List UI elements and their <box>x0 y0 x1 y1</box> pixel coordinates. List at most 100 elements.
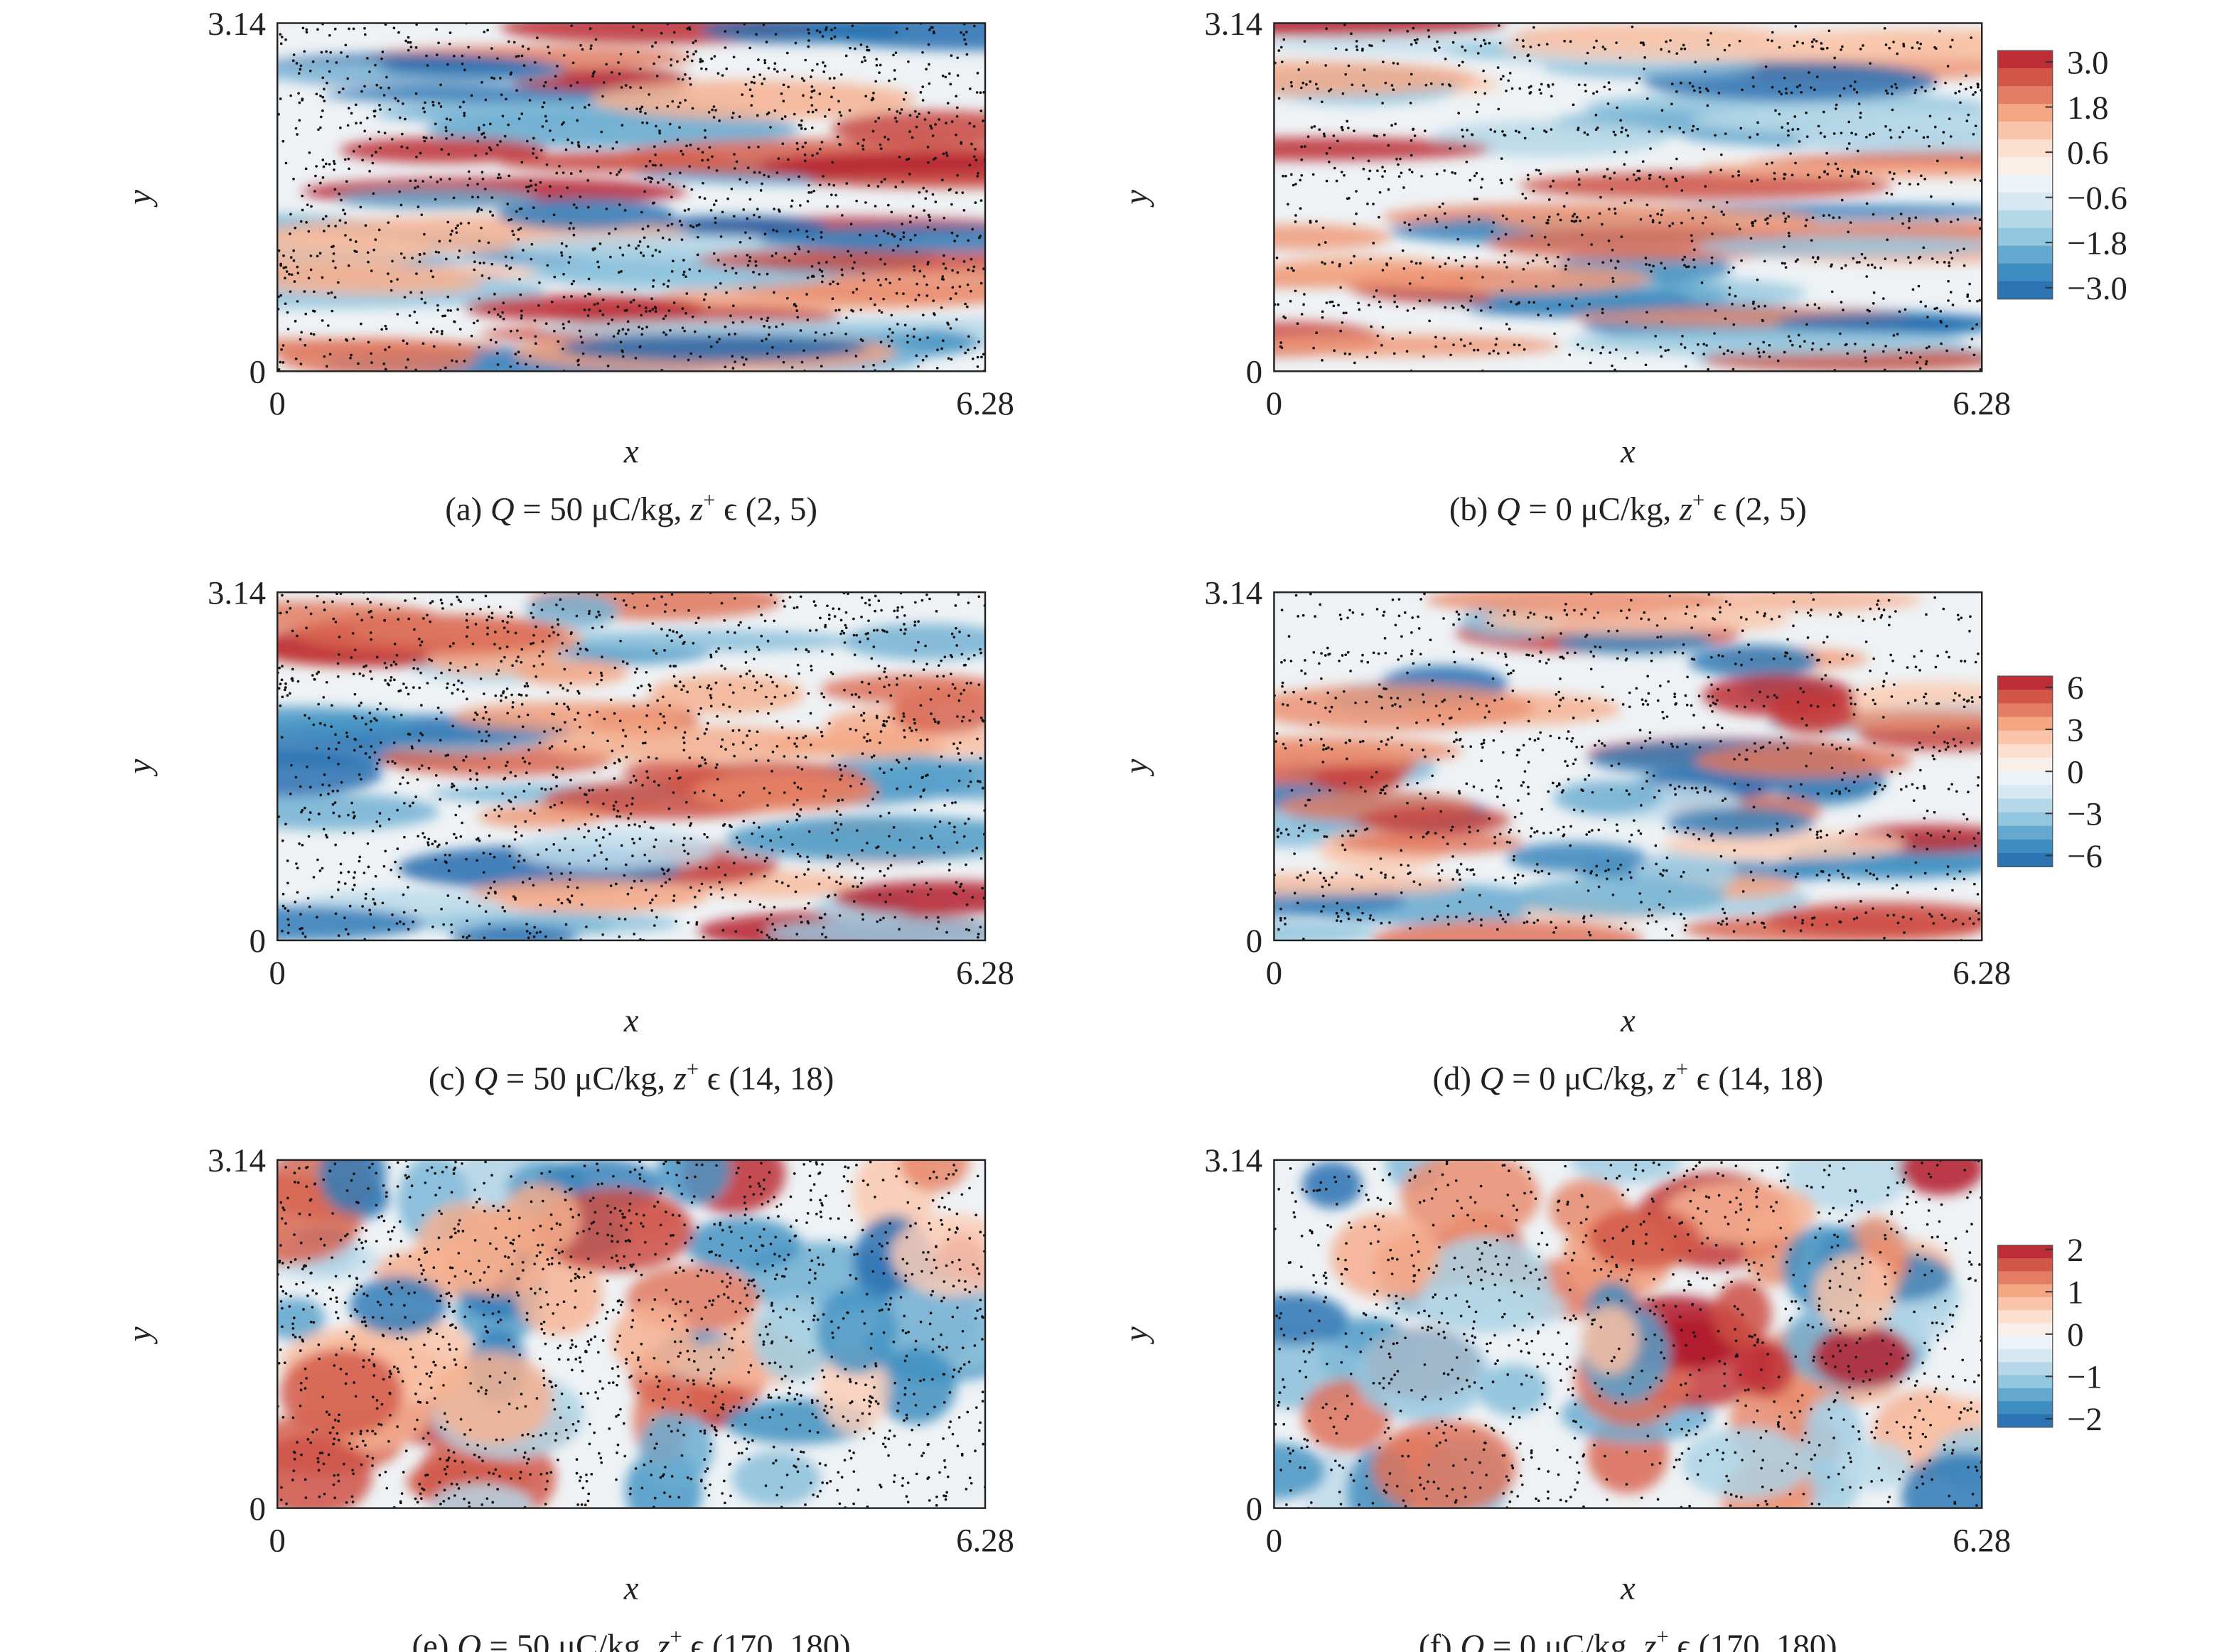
contour-field <box>277 23 986 372</box>
plot-frame <box>276 22 987 372</box>
field-blob <box>278 338 476 372</box>
colorbar-band <box>1997 717 2053 731</box>
field-blob <box>1768 691 1857 734</box>
caption-part: + <box>1692 488 1704 512</box>
contour-field <box>277 1159 986 1508</box>
x-tick-label: 6.28 <box>956 1523 1014 1560</box>
field-blob <box>277 793 439 830</box>
plot-frame <box>276 591 987 942</box>
field-blob <box>1330 1213 1440 1299</box>
colorbar-tick-label: 3.0 <box>2067 44 2108 81</box>
field-blob <box>1274 224 1392 251</box>
caption-part: = 50 μC/kg, <box>481 1628 657 1652</box>
field-blob <box>1274 137 1491 161</box>
field-blob <box>277 276 483 295</box>
field-blob <box>279 1348 403 1438</box>
colorbar-tick-label: 0 <box>2067 1316 2083 1353</box>
field-blobs <box>277 1159 986 1508</box>
x-tick-label: 0 <box>1266 955 1282 992</box>
field-blob <box>820 674 986 704</box>
caption-part: z <box>656 1628 670 1652</box>
field-blob <box>429 1483 534 1508</box>
y-axis-label: y <box>121 190 158 208</box>
field-blob <box>433 1352 553 1445</box>
caption-part: z <box>1663 1060 1676 1097</box>
colorbar-band <box>1997 703 2053 718</box>
x-tick-label: 0 <box>269 1523 286 1560</box>
colorbar-band <box>1997 281 2053 300</box>
colorbar-band <box>1997 785 2053 800</box>
caption-part: z <box>673 1060 687 1097</box>
field-blob <box>515 1253 603 1336</box>
field-blob <box>766 918 986 940</box>
colorbar-band <box>1997 1401 2053 1415</box>
field-blob <box>700 23 902 44</box>
field-blob <box>537 320 933 338</box>
caption-part: (e) <box>412 1628 458 1652</box>
panel: 0 3.14 0 6.28 x y (a) Q = 50 μC/kg, z+ ϵ (2, 5… <box>121 6 1014 528</box>
field-blob <box>1681 1427 1811 1499</box>
field-blobs <box>1274 23 1982 372</box>
caption-part: = 50 μC/kg, <box>515 491 690 528</box>
x-tick-label: 6.28 <box>1953 955 2011 992</box>
field-blob <box>833 880 986 915</box>
colorbar-band <box>1997 853 2053 867</box>
x-tick-label: 0 <box>1266 385 1282 422</box>
colorbar-tick-label: 3 <box>2067 712 2083 749</box>
field-blob <box>559 333 868 362</box>
field-blob <box>1553 780 1662 816</box>
colorbar-band <box>1997 676 2053 690</box>
colorbar-tick-label: 2 <box>2067 1232 2083 1269</box>
field-blob <box>726 815 986 861</box>
field-blob <box>1677 592 1922 611</box>
field-blob <box>277 265 539 281</box>
caption: (b) Q = 0 μC/kg, z+ ϵ (2, 5) <box>1449 488 1807 527</box>
field-blob <box>477 805 605 828</box>
field-blob <box>1695 236 1982 257</box>
field-blob <box>1691 107 1982 135</box>
field-blob <box>277 751 383 797</box>
caption-part: + <box>703 488 715 512</box>
colorbar-band <box>1997 1297 2053 1311</box>
colorbar-band <box>1997 730 2053 745</box>
field-blob <box>277 1434 372 1508</box>
y-tick-label: 3.14 <box>208 1142 266 1179</box>
caption-part: (b) <box>1449 491 1496 528</box>
caption-part: (a) <box>445 491 490 528</box>
field-blob <box>842 623 986 660</box>
particles <box>1274 23 1982 372</box>
colorbar-band <box>1997 121 2053 140</box>
colorbar-band <box>1997 104 2053 122</box>
field-blob <box>1412 1282 1567 1332</box>
contour-field <box>1274 23 1982 372</box>
panel: 0 3.14 0 6.28 x y (e) Q = 50 μC/kg, z+ ϵ (170,… <box>121 1142 1014 1652</box>
colorbar-band <box>1997 210 2053 229</box>
contour-field <box>1274 1159 1982 1508</box>
caption-part: ϵ (170, 180) <box>1669 1628 1837 1652</box>
field-blob <box>1899 1159 1982 1195</box>
field-blob <box>277 1297 326 1341</box>
field-blob <box>1371 920 1643 940</box>
caption-part: = 0 μC/kg, <box>1503 1060 1663 1097</box>
field-blob <box>1314 763 1403 793</box>
plot-frame <box>1273 22 1983 372</box>
field-blob <box>772 732 946 758</box>
caption-part: Q <box>473 1060 498 1097</box>
x-axis-label: x <box>623 433 639 470</box>
colorbar-band <box>1997 1284 2053 1298</box>
particles <box>1274 592 1982 940</box>
colorbar-band <box>1997 245 2053 264</box>
field-blob <box>1567 329 1966 356</box>
caption: (c) Q = 50 μC/kg, z+ ϵ (14, 18) <box>429 1057 834 1097</box>
particles <box>277 592 986 940</box>
colorbar-band <box>1997 1271 2053 1285</box>
caption-part: = 0 μC/kg, <box>1520 491 1680 528</box>
field-blob <box>1274 1442 1326 1500</box>
colorbar-band <box>1997 1258 2053 1272</box>
field-blob <box>1355 1328 1490 1421</box>
caption: (f) Q = 0 μC/kg, z+ ϵ (170, 180) <box>1419 1625 1837 1652</box>
colorbar: 2 1 0 −1 −2 <box>1997 1232 2103 1438</box>
colorbar-band <box>1997 771 2053 785</box>
field-blob <box>861 758 986 800</box>
caption-part: ϵ (14, 18) <box>699 1060 834 1097</box>
